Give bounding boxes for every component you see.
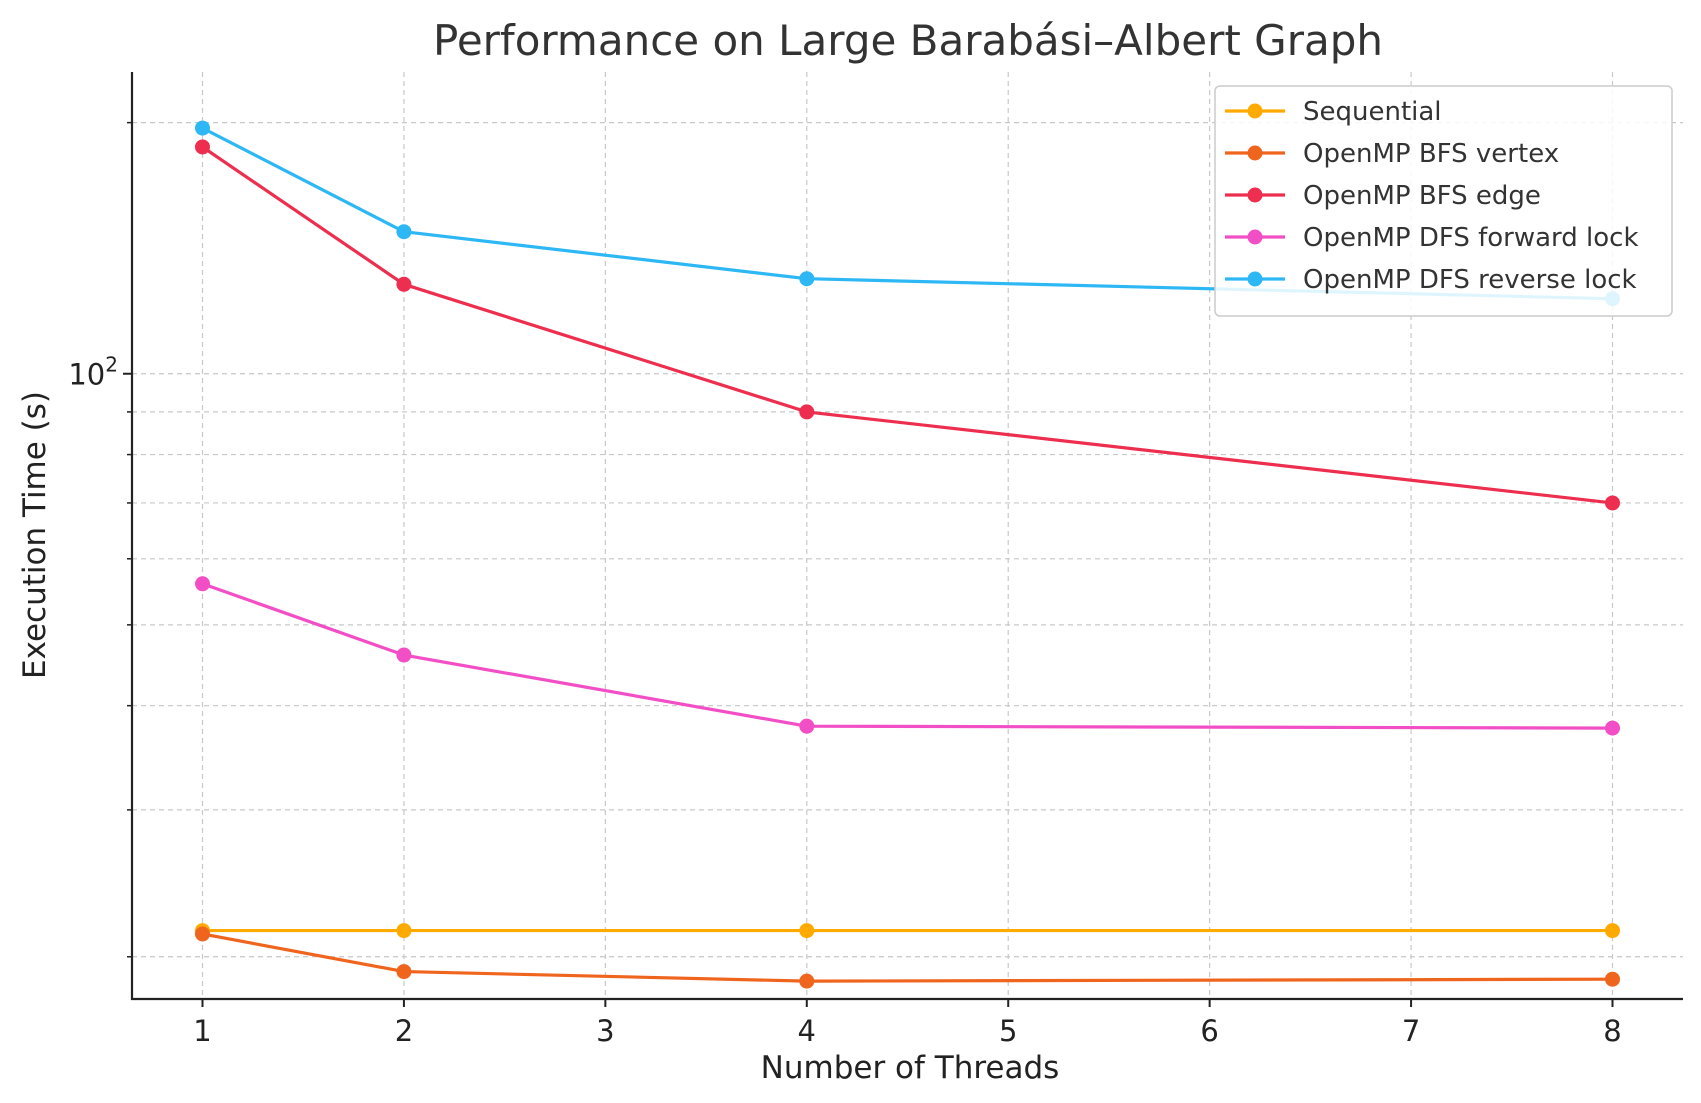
legend-label: OpenMP BFS vertex	[1303, 139, 1559, 169]
series-layer	[195, 120, 1620, 989]
series-openmp-bfs-edge	[195, 139, 1620, 511]
legend-item: Sequential	[1225, 97, 1442, 127]
data-point	[799, 271, 815, 287]
data-point	[1605, 720, 1620, 736]
data-point	[195, 139, 210, 155]
series-openmp-dfs-forward-lock	[195, 576, 1620, 736]
data-point	[396, 276, 412, 292]
x-tick-label: 3	[596, 1014, 614, 1048]
series-line	[201, 126, 1613, 301]
data-point	[195, 926, 210, 942]
legend-box	[1214, 85, 1673, 317]
series-line	[202, 932, 1613, 983]
x-tick-label: 8	[1603, 1014, 1621, 1048]
series-openmp-bfs-vertex	[195, 926, 1620, 989]
data-point	[396, 224, 412, 240]
chart-title: Performance on Large Barabási–Albert Gra…	[433, 16, 1383, 65]
legend-label: OpenMP DFS forward lock	[1303, 223, 1639, 253]
legend: Sequential OpenMP BFS vertex OpenMP BFS ed…	[1214, 85, 1673, 317]
series-line	[201, 582, 1613, 730]
x-axis-label: Number of Threads	[761, 1050, 1060, 1086]
data-point	[1605, 923, 1620, 939]
legend-item: OpenMP BFS vertex	[1225, 139, 1559, 169]
data-point	[195, 576, 210, 592]
x-tick-label: 5	[999, 1014, 1017, 1048]
x-tick-label: 1	[193, 1014, 211, 1048]
x-tick-label: 2	[395, 1014, 413, 1048]
x-tick-label: 7	[1402, 1014, 1420, 1048]
data-point	[799, 923, 815, 939]
legend-marker	[1247, 187, 1263, 203]
data-point	[195, 120, 210, 136]
x-tick-label: 6	[1200, 1014, 1218, 1048]
legend-marker	[1247, 103, 1263, 119]
data-point	[799, 404, 815, 420]
x-tick-label: 4	[798, 1014, 816, 1048]
legend-marker	[1247, 145, 1263, 161]
legend-item: OpenMP DFS forward lock	[1225, 223, 1639, 253]
y-axis-label: Execution Time (s)	[17, 391, 53, 679]
y-tick-label: 102	[68, 353, 118, 392]
data-point	[396, 923, 412, 939]
data-point	[799, 973, 815, 989]
data-point	[1605, 495, 1620, 511]
gridlines	[132, 72, 1683, 999]
axis-spines	[130, 72, 1683, 1001]
legend-item: OpenMP DFS reverse lock	[1225, 265, 1637, 295]
legend-item: OpenMP BFS edge	[1225, 181, 1541, 211]
legend-marker	[1247, 229, 1263, 245]
tick-labels: 1 2 3 4 5 6 7 8 102	[68, 353, 1621, 1048]
series-line	[201, 145, 1613, 505]
legend-label: Sequential	[1303, 97, 1442, 127]
data-point	[396, 647, 412, 663]
data-point	[1605, 971, 1620, 987]
legend-marker	[1247, 271, 1263, 287]
data-point	[799, 718, 815, 734]
data-point	[396, 964, 412, 980]
legend-label: OpenMP DFS reverse lock	[1303, 265, 1637, 295]
axes	[123, 72, 1683, 1007]
legend-label: OpenMP BFS edge	[1303, 181, 1541, 211]
